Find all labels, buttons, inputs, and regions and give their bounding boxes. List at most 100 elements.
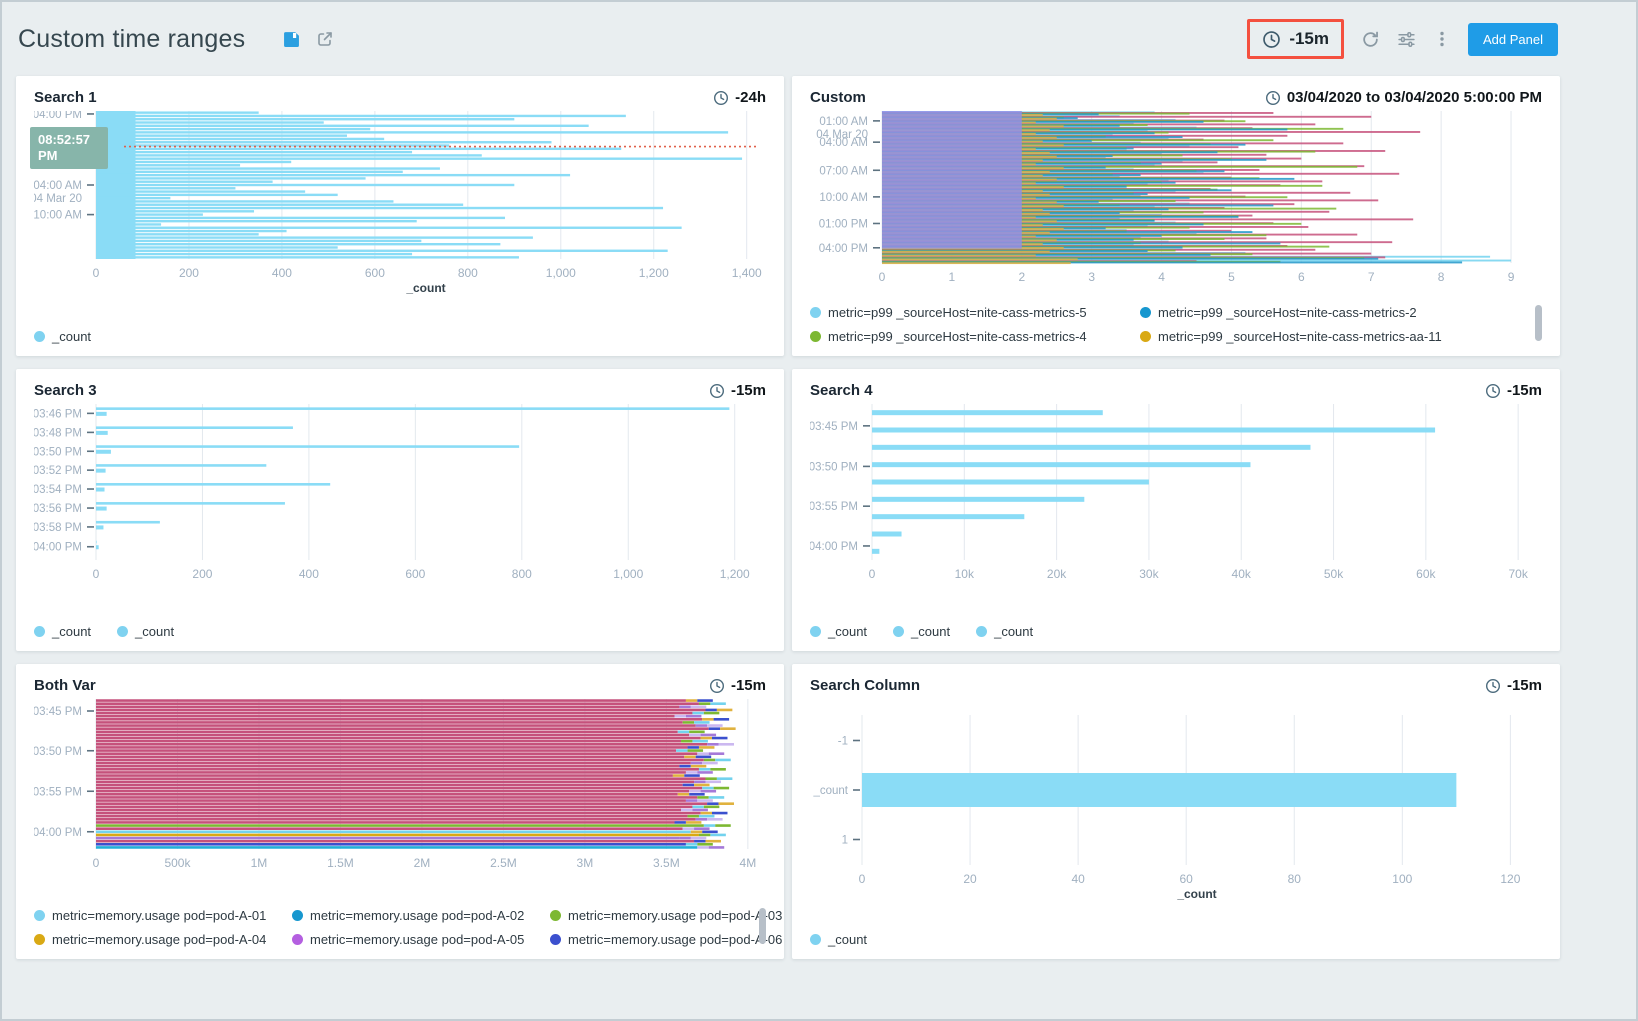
svg-text:120: 120 bbox=[1500, 872, 1520, 886]
svg-text:1: 1 bbox=[949, 270, 956, 284]
legend-label: metric=memory.usage pod=pod-A-04 bbox=[52, 932, 267, 947]
legend-scrollbar[interactable] bbox=[759, 908, 766, 944]
legend-item[interactable]: metric=memory.usage pod=pod-A-04 bbox=[34, 932, 280, 947]
clock-icon bbox=[1485, 678, 1500, 693]
legend-label: metric=memory.usage pod=pod-A-03 bbox=[568, 908, 783, 923]
panel-title: Search 4 bbox=[810, 382, 873, 399]
clock-icon bbox=[709, 383, 724, 398]
clock-icon bbox=[709, 678, 724, 693]
legend-item[interactable]: metric=p99 _sourceHost=nite-cass-metrics… bbox=[1140, 305, 1442, 320]
legend-swatch bbox=[550, 934, 561, 945]
legend-scrollbar[interactable] bbox=[1535, 305, 1542, 341]
svg-text:0: 0 bbox=[859, 872, 866, 886]
svg-text:01:00 AM: 01:00 AM bbox=[819, 116, 868, 128]
legend-label: metric=memory.usage pod=pod-A-06 bbox=[568, 932, 783, 947]
svg-text:0: 0 bbox=[879, 270, 886, 284]
legend-item[interactable]: _count bbox=[976, 624, 1033, 639]
panel-header: Search Column -15m bbox=[810, 677, 1542, 694]
panel-title: Search 1 bbox=[34, 89, 97, 106]
svg-text:07:00 AM: 07:00 AM bbox=[819, 165, 868, 177]
dashboard-header: Custom time ranges -15m bbox=[2, 2, 1636, 76]
svg-text:2M: 2M bbox=[414, 856, 431, 870]
svg-text:20k: 20k bbox=[1047, 567, 1067, 581]
legend-swatch bbox=[34, 934, 45, 945]
legend-item[interactable]: _count bbox=[893, 624, 950, 639]
legend-swatch bbox=[550, 910, 561, 921]
legend-item[interactable]: metric=p99 _sourceHost=nite-cass-metrics… bbox=[810, 329, 1128, 344]
svg-text:200: 200 bbox=[192, 567, 212, 581]
legend-item[interactable]: metric=memory.usage pod=pod-A-01 bbox=[34, 908, 280, 923]
svg-text:600: 600 bbox=[365, 266, 385, 280]
share-icon[interactable] bbox=[316, 30, 334, 48]
panel-header: Search 1 -24h bbox=[34, 89, 766, 106]
add-panel-button[interactable]: Add Panel bbox=[1468, 22, 1558, 56]
legend-swatch bbox=[810, 626, 821, 637]
search-column-chart[interactable]: 0 20 40 60 80 100 120 -1 _count 1 _count bbox=[810, 715, 1542, 912]
legend-swatch bbox=[34, 910, 45, 921]
panel-time-range[interactable]: -15m bbox=[1485, 382, 1542, 399]
search-1-chart[interactable]: 0 200 400 600 800 1,000 1,200 1,400 04:00 PM 04:0… bbox=[30, 109, 766, 306]
legend-item[interactable]: _count bbox=[810, 932, 867, 947]
svg-text:500k: 500k bbox=[164, 856, 191, 870]
legend-area: _count _count bbox=[34, 624, 766, 639]
legend-swatch bbox=[976, 626, 988, 637]
legend-label: metric=p99 _sourceHost=nite-cass-metrics… bbox=[828, 305, 1087, 320]
panel-search-4: Search 4 -15m 0 10k 20k 30k 40k 50k 60k 70k 03:4… bbox=[792, 369, 1560, 651]
legend-item[interactable]: metric=memory.usage pod=pod-A-03 bbox=[550, 908, 782, 923]
svg-text:04 Mar 20: 04 Mar 20 bbox=[34, 193, 82, 205]
search-3-chart[interactable]: 0 200 400 600 800 1,000 1,200 03:46 PM 03:48 PM 0… bbox=[33, 404, 766, 593]
panel-header: Search 4 -15m bbox=[810, 382, 1542, 399]
legend-item[interactable]: _count bbox=[810, 624, 867, 639]
svg-text:200: 200 bbox=[179, 266, 199, 280]
svg-text:04:00 AM: 04:00 AM bbox=[34, 180, 82, 192]
clock-icon bbox=[714, 90, 729, 105]
legend-swatch bbox=[292, 934, 303, 945]
panel-grid: Search 1 -24h 0 200 400 600 800 1,000 1,200 1,4… bbox=[2, 76, 1636, 959]
legend-item[interactable]: metric=p99 _sourceHost=nite-cass-metrics… bbox=[810, 305, 1128, 320]
legend-item[interactable]: metric=memory.usage pod=pod-A-05 bbox=[292, 932, 538, 947]
svg-text:5: 5 bbox=[1228, 270, 1235, 284]
svg-text:04 Mar 20: 04 Mar 20 bbox=[816, 129, 868, 141]
legend-swatch bbox=[1140, 331, 1151, 342]
save-icon[interactable] bbox=[283, 31, 300, 48]
panel-title: Both Var bbox=[34, 677, 96, 694]
svg-text:03:45 PM: 03:45 PM bbox=[810, 421, 858, 433]
both-var-chart[interactable]: 0 500k 1M 1.5M 2M 2.5M 3M 3.5M 4M 03:45 PM 03:50 P… bbox=[33, 699, 766, 882]
svg-text:1.5M: 1.5M bbox=[327, 856, 354, 870]
legend-area[interactable]: metric=memory.usage pod=pod-A-01 metric=m… bbox=[34, 908, 782, 947]
legend-item[interactable]: metric=p99 _sourceHost=nite-cass-metrics… bbox=[1140, 329, 1442, 344]
legend-item[interactable]: _count bbox=[34, 624, 91, 639]
kebab-menu-icon[interactable] bbox=[1433, 30, 1451, 48]
svg-text:6: 6 bbox=[1298, 270, 1305, 284]
legend-item[interactable]: _count bbox=[117, 624, 174, 639]
dashboard-title: Custom time ranges bbox=[18, 24, 246, 53]
panel-time-range[interactable]: -15m bbox=[709, 382, 766, 399]
legend-item[interactable]: metric=memory.usage pod=pod-A-06 bbox=[550, 932, 782, 947]
svg-text:01:00 PM: 01:00 PM bbox=[819, 218, 868, 230]
refresh-icon[interactable] bbox=[1361, 30, 1380, 49]
sliders-icon[interactable] bbox=[1397, 30, 1416, 49]
custom-chart[interactable]: 0 1 2 3 4 5 6 7 8 9 01:00 AM 04 Mar 20 04:00 AM 07:00… bbox=[810, 111, 1542, 296]
panel-time-range[interactable]: -24h bbox=[713, 89, 766, 106]
legend-label: metric=p99 _sourceHost=nite-cass-metrics… bbox=[828, 329, 1087, 344]
svg-text:10:00 AM: 10:00 AM bbox=[34, 210, 82, 222]
legend-label: _count bbox=[135, 624, 175, 639]
svg-text:04:00 PM: 04:00 PM bbox=[810, 541, 858, 553]
legend-swatch bbox=[117, 626, 129, 637]
panel-time-range[interactable]: 03/04/2020 to 03/04/2020 5:00:00 PM bbox=[1265, 89, 1542, 106]
svg-text:04:00 PM: 04:00 PM bbox=[34, 111, 82, 121]
global-time-range[interactable]: -15m bbox=[1262, 29, 1329, 49]
legend-area: _count _count _count bbox=[810, 624, 1542, 639]
panel-time-range[interactable]: -15m bbox=[709, 677, 766, 694]
legend-item[interactable]: _count bbox=[34, 329, 91, 344]
clock-icon bbox=[1263, 30, 1281, 48]
time-range-highlight-annotation: -15m bbox=[1247, 19, 1344, 59]
panel-search-3: Search 3 -15m 0 200 400 600 800 1,000 1,200 03:… bbox=[16, 369, 784, 651]
svg-text:70k: 70k bbox=[1508, 567, 1528, 581]
legend-area[interactable]: metric=p99 _sourceHost=nite-cass-metrics… bbox=[810, 305, 1542, 344]
panel-time-range[interactable]: -15m bbox=[1485, 677, 1542, 694]
panel-header: Both Var -15m bbox=[34, 677, 766, 694]
search-4-chart[interactable]: 0 10k 20k 30k 40k 50k 60k 70k 03:45 PM 03:50 PM 03… bbox=[809, 404, 1542, 593]
legend-label: metric=memory.usage pod=pod-A-02 bbox=[310, 908, 525, 923]
legend-item[interactable]: metric=memory.usage pod=pod-A-02 bbox=[292, 908, 538, 923]
